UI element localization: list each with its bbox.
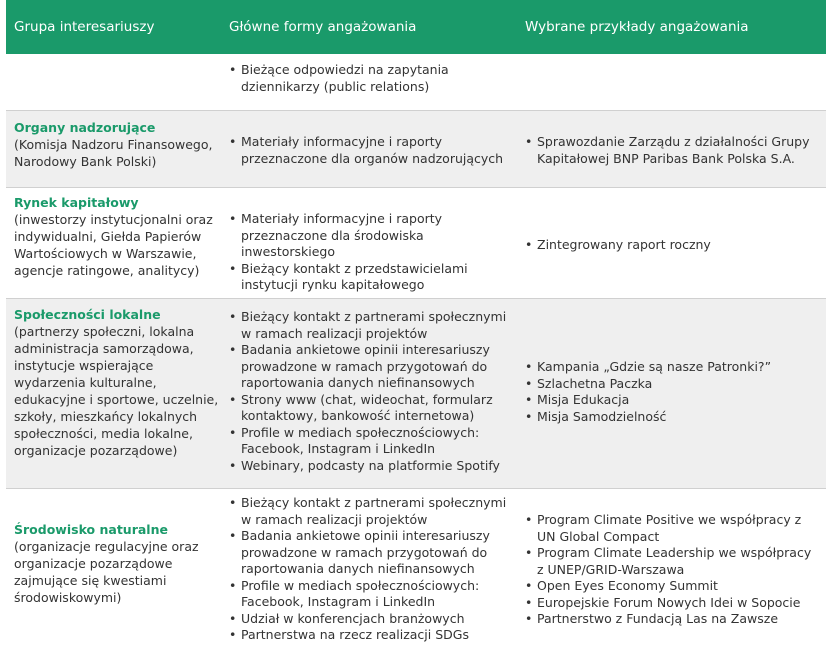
list-item: Partnerstwo z Fundacją Las na Zawsze — [525, 611, 815, 628]
list-item: Europejskie Forum Nowych Idei w Sopocie — [525, 595, 815, 612]
examples-list: Program Climate Positive we współpracy z… — [525, 512, 815, 628]
group-title: Organy nadzorujące — [14, 120, 156, 135]
list-item: Partnerstwa na rzecz realizacji SDGs — [229, 627, 519, 644]
stakeholder-table: Grupa interesariuszy Główne formy angażo… — [6, 0, 826, 643]
list-item: Udział w konferencjach branżowych — [229, 611, 519, 628]
table-row: Organy nadzorujące (Komisja Nadzoru Fina… — [6, 111, 826, 187]
forms-list: Bieżący kontakt z partnerami społecznymi… — [229, 309, 519, 474]
list-item: Kampania „Gdzie są nasze Patronki?” — [525, 359, 815, 376]
forms-list: Materiały informacyjne i raporty przezna… — [229, 134, 519, 167]
group-title: Środowisko naturalne — [14, 522, 168, 537]
list-item: Profile w mediach społecznościowych: Fac… — [229, 578, 519, 611]
row-divider — [6, 488, 826, 489]
table-row: Bieżące odpowiedzi na zapytania dziennik… — [6, 54, 826, 110]
list-item: Szlachetna Paczka — [525, 376, 815, 393]
examples-list: Kampania „Gdzie są nasze Patronki?” Szla… — [525, 359, 815, 425]
list-item: Program Climate Positive we współpracy z… — [525, 512, 815, 545]
list-item: Badania ankietowe opinii interesariuszy … — [229, 528, 519, 578]
list-item: Strony www (chat, wideochat, formularz k… — [229, 392, 519, 425]
group-description: (partnerzy społeczni, lokalna administra… — [14, 324, 219, 458]
list-item: Open Eyes Economy Summit — [525, 578, 815, 595]
forms-list: Bieżące odpowiedzi na zapytania dziennik… — [229, 62, 519, 95]
list-item: Materiały informacyjne i raporty przezna… — [229, 134, 519, 167]
list-item: Zintegrowany raport roczny — [525, 237, 815, 254]
row-divider — [6, 110, 826, 111]
list-item: Materiały informacyjne i raporty przezna… — [229, 211, 519, 261]
list-item: Program Climate Leadership we współpracy… — [525, 545, 815, 578]
examples-list: Sprawozdanie Zarządu z działalności Grup… — [525, 134, 815, 167]
group-description: (organizacje regulacyjne oraz organizacj… — [14, 539, 199, 605]
table-row: Społeczności lokalne (partnerzy społeczn… — [6, 299, 826, 488]
row-divider — [6, 187, 826, 188]
list-item: Sprawozdanie Zarządu z działalności Grup… — [525, 134, 815, 167]
group-title: Społeczności lokalne — [14, 307, 161, 322]
table-row: Rynek kapitałowy (inwestorzy instytucjon… — [6, 188, 826, 298]
list-item: Bieżący kontakt z partnerami społecznymi… — [229, 495, 519, 528]
list-item: Bieżący kontakt z przedstawicielami inst… — [229, 261, 519, 294]
group-title: Rynek kapitałowy — [14, 195, 139, 210]
list-item: Badania ankietowe opinii interesariuszy … — [229, 342, 519, 392]
header-examples: Wybrane przykłady angażowania — [525, 19, 749, 35]
examples-list: Zintegrowany raport roczny — [525, 237, 815, 254]
list-item: Bieżący kontakt z partnerami społecznymi… — [229, 309, 519, 342]
row-divider — [6, 298, 826, 299]
group-description: (inwestorzy instytucjonalni oraz indywid… — [14, 212, 213, 278]
list-item: Profile w mediach społecznościowych: Fac… — [229, 425, 519, 458]
list-item: Misja Edukacja — [525, 392, 815, 409]
table-header: Grupa interesariuszy Główne formy angażo… — [6, 0, 826, 54]
header-forms: Główne formy angażowania — [229, 19, 417, 35]
header-group: Grupa interesariuszy — [14, 19, 155, 35]
list-item: Bieżące odpowiedzi na zapytania dziennik… — [229, 62, 519, 95]
forms-list: Bieżący kontakt z partnerami społecznymi… — [229, 495, 519, 644]
group-description: (Komisja Nadzoru Finansowego, Narodowy B… — [14, 137, 213, 169]
list-item: Webinary, podcasty na platformie Spotify — [229, 458, 519, 475]
list-item: Misja Samodzielność — [525, 409, 815, 426]
table-row: Środowisko naturalne (organizacje regula… — [6, 489, 826, 667]
forms-list: Materiały informacyjne i raporty przezna… — [229, 211, 519, 294]
